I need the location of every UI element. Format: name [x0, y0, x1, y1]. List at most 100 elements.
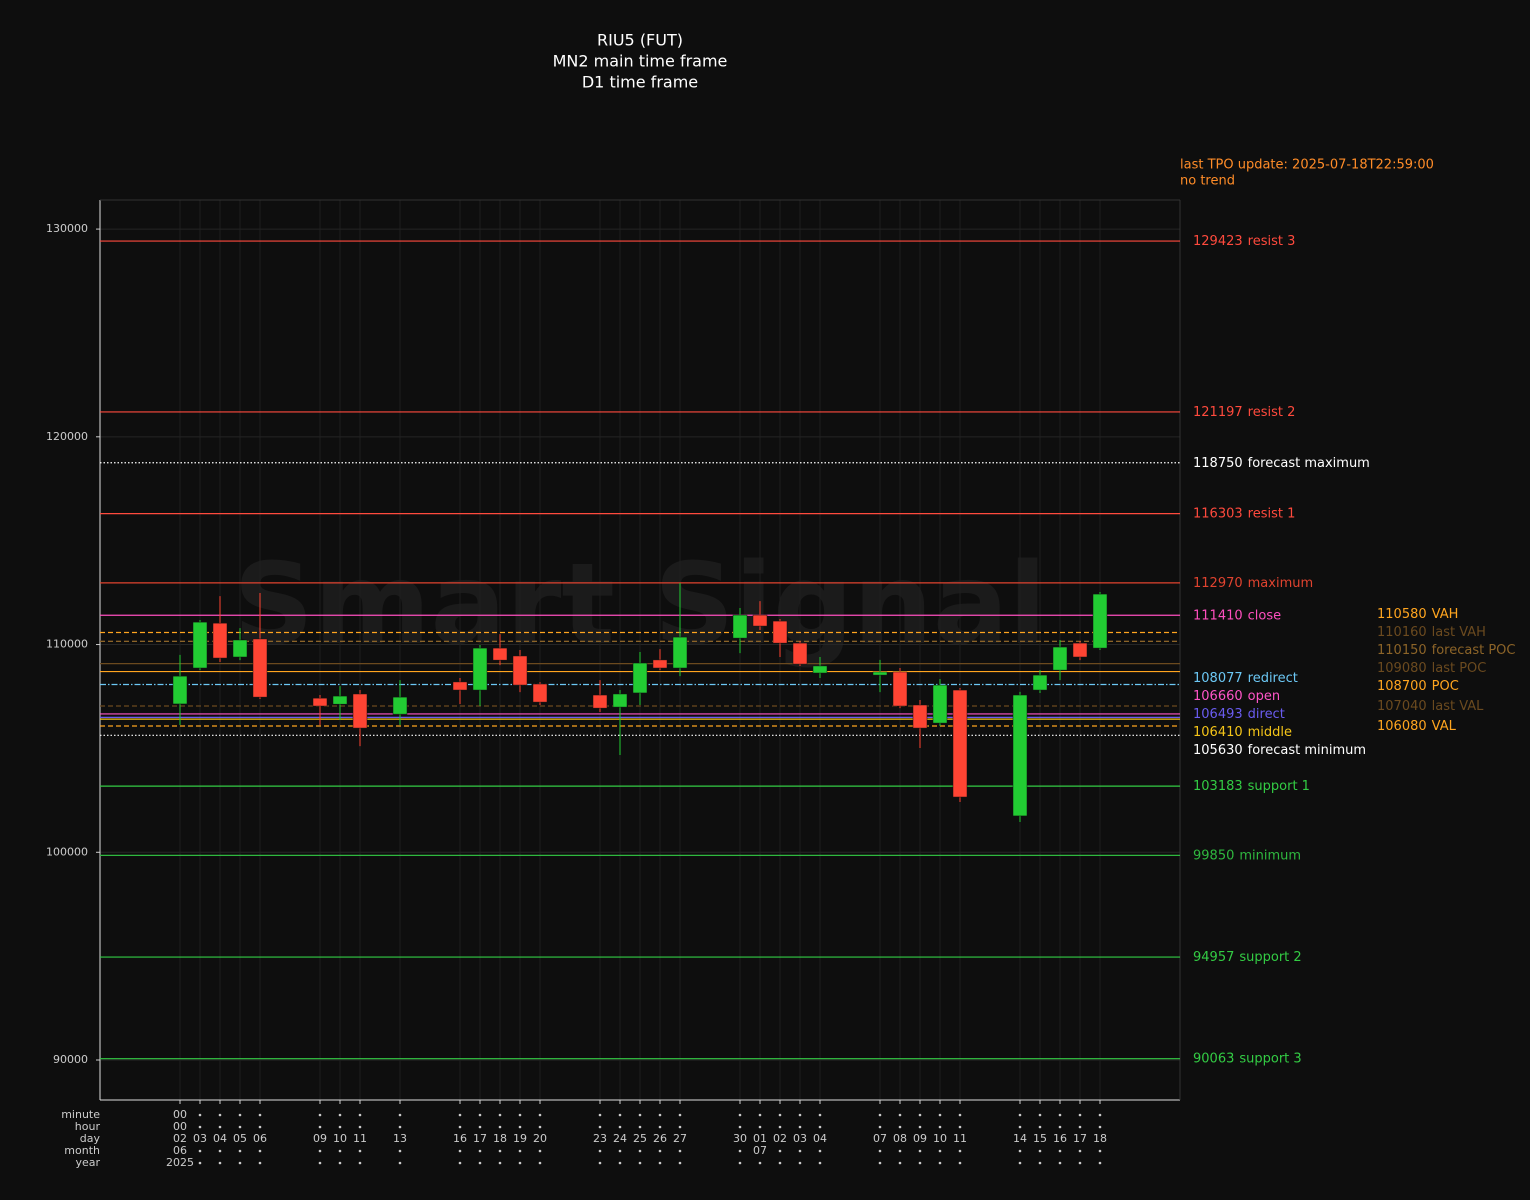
level-label: 99850 minimum: [1193, 848, 1301, 863]
x-tick-label: 16: [453, 1132, 467, 1145]
level-value: 116303: [1193, 506, 1243, 521]
x-row-dot: [658, 1125, 662, 1129]
x-row-dot: [1038, 1161, 1042, 1165]
x-row-dot: [918, 1161, 922, 1165]
x-row-dot: [958, 1161, 962, 1165]
x-row-dot: [458, 1161, 462, 1165]
level-name: forecast minimum: [1248, 743, 1366, 758]
candle-body: [212, 622, 228, 659]
candle-body: [452, 681, 468, 691]
candle-body: [312, 697, 328, 707]
x-row-dot: [658, 1161, 662, 1165]
level-name: VAL: [1432, 718, 1457, 733]
level-label: 121197 resist 2: [1193, 404, 1295, 419]
candle-body: [392, 696, 408, 715]
x-row-dot: [358, 1113, 362, 1117]
x-row-dot: [938, 1113, 942, 1117]
x-row-dot: [398, 1149, 402, 1153]
x-tick-label: 05: [233, 1132, 247, 1145]
x-row-dot: [638, 1149, 642, 1153]
level-name: forecast maximum: [1248, 455, 1370, 470]
level-value: 94957: [1193, 950, 1234, 965]
x-tick-label: 26: [653, 1132, 667, 1145]
x-row-dot: [458, 1125, 462, 1129]
level-value: 105630: [1193, 743, 1243, 758]
x-row-dot: [738, 1113, 742, 1117]
candle-body: [192, 621, 208, 669]
x-row-dot: [1078, 1125, 1082, 1129]
x-tick-label: 08: [893, 1132, 907, 1145]
level-label: 106410 middle: [1193, 725, 1292, 740]
x-tick-label: 17: [473, 1132, 487, 1145]
level-name: POC: [1432, 679, 1459, 694]
x-row-dot: [1018, 1113, 1022, 1117]
x-row-dot: [618, 1125, 622, 1129]
candle-body: [892, 671, 908, 707]
x-row-dot: [218, 1113, 222, 1117]
x-row-name: hour: [75, 1120, 101, 1133]
level-value: 108077: [1193, 671, 1243, 686]
x-tick-label: 02: [773, 1132, 787, 1145]
x-row-dot: [1058, 1125, 1062, 1129]
x-row-dot: [938, 1125, 942, 1129]
x-row-dot: [738, 1125, 742, 1129]
x-row-dot: [358, 1149, 362, 1153]
x-tick-label: 00: [173, 1120, 187, 1133]
x-row-dot: [778, 1149, 782, 1153]
level-label: 103183 support 1: [1193, 779, 1310, 794]
x-tick-label: 13: [393, 1132, 407, 1145]
x-tick-label: 18: [1093, 1132, 1107, 1145]
x-tick-label: 07: [753, 1144, 767, 1157]
x-tick-label: 16: [1053, 1132, 1067, 1145]
x-tick-label: 04: [213, 1132, 227, 1145]
level-name: last VAH: [1432, 625, 1486, 640]
level-label: 110580 VAH: [1377, 607, 1458, 622]
candle-body: [672, 636, 688, 669]
x-row-dot: [878, 1125, 882, 1129]
x-row-dot: [598, 1113, 602, 1117]
x-row-dot: [598, 1125, 602, 1129]
x-tick-label: 01: [753, 1132, 767, 1145]
x-row-dot: [1098, 1149, 1102, 1153]
x-row-dot: [1098, 1125, 1102, 1129]
x-row-dot: [598, 1161, 602, 1165]
y-tick-label: 110000: [46, 638, 88, 651]
x-row-dot: [498, 1149, 502, 1153]
x-row-dot: [678, 1125, 682, 1129]
candle-body: [352, 693, 368, 729]
level-value: 106410: [1193, 725, 1243, 740]
x-row-dot: [218, 1161, 222, 1165]
level-label: 106080 VAL: [1377, 718, 1457, 733]
x-row-name: day: [80, 1132, 101, 1145]
x-row-dot: [218, 1125, 222, 1129]
level-value: 106493: [1193, 707, 1243, 722]
level-label: 106493 direct: [1193, 707, 1285, 722]
x-row-dot: [738, 1149, 742, 1153]
level-value: 90063: [1193, 1051, 1234, 1066]
level-label: 108700 POC: [1377, 679, 1459, 694]
x-row-name: month: [64, 1144, 100, 1157]
level-name: maximum: [1248, 575, 1314, 590]
x-tick-label: 2025: [166, 1156, 194, 1169]
y-tick-label: 120000: [46, 430, 88, 443]
x-row-dot: [398, 1113, 402, 1117]
level-label: 110150 forecast POC: [1377, 643, 1516, 658]
level-name: middle: [1248, 725, 1292, 740]
x-row-dot: [778, 1125, 782, 1129]
chart-subtitle: MN2 main time frame: [553, 52, 728, 71]
update-note: last TPO update: 2025-07-18T22:59:00: [1180, 158, 1434, 173]
candle-body: [252, 638, 268, 698]
x-row-dot: [498, 1161, 502, 1165]
x-row-dot: [798, 1149, 802, 1153]
x-row-dot: [898, 1125, 902, 1129]
x-tick-label: 03: [793, 1132, 807, 1145]
x-row-dot: [958, 1113, 962, 1117]
x-tick-label: 10: [333, 1132, 347, 1145]
level-value: 109080: [1377, 661, 1427, 676]
x-row-dot: [1078, 1113, 1082, 1117]
level-value: 103183: [1193, 779, 1243, 794]
x-row-dot: [538, 1125, 542, 1129]
x-row-dot: [678, 1161, 682, 1165]
